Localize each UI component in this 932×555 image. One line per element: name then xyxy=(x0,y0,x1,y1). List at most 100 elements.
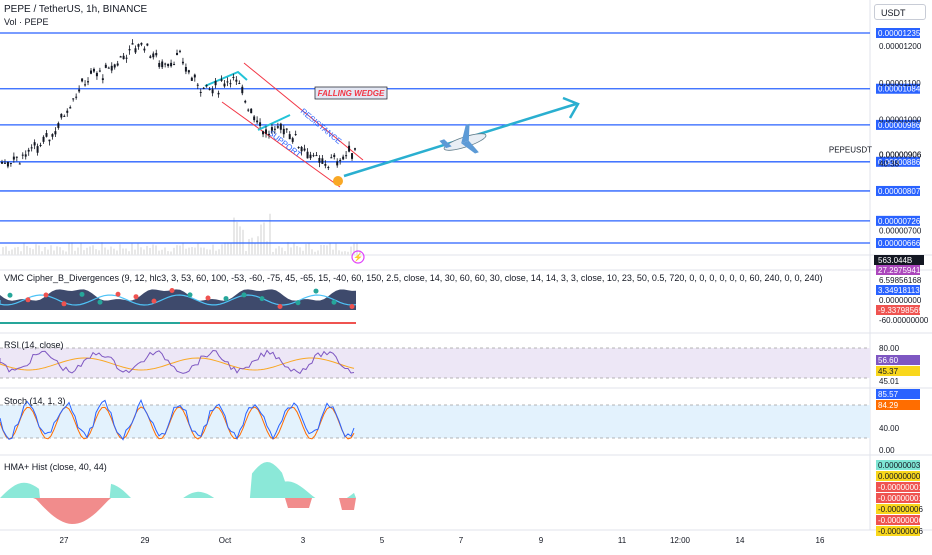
arrow-head xyxy=(562,96,580,119)
candle-body xyxy=(122,55,125,60)
vmc-dot xyxy=(43,292,49,298)
volume-bar xyxy=(143,249,145,255)
volume-bar xyxy=(29,247,31,255)
volume-bar xyxy=(197,243,199,255)
level-label: 0.00000726 xyxy=(878,217,921,226)
vmc-dot xyxy=(61,301,67,307)
candle-body xyxy=(45,133,48,137)
projection-arrow xyxy=(343,96,580,178)
x-tick-label: 14 xyxy=(736,536,745,545)
candle-body xyxy=(63,115,66,117)
candle-body xyxy=(309,154,312,159)
x-tick-label: 9 xyxy=(539,536,544,545)
level-label: 0.00000807 xyxy=(878,187,921,196)
currency-button[interactable]: USDT xyxy=(874,4,926,20)
candle-body xyxy=(351,153,354,159)
candle-body xyxy=(250,108,253,114)
level-label: 0.00000666 xyxy=(878,239,921,248)
price-candles[interactable] xyxy=(1,39,356,171)
level-label-bg xyxy=(876,238,920,248)
candle-body xyxy=(181,61,184,64)
vmc-dot xyxy=(151,298,157,304)
volume-bar xyxy=(269,213,271,255)
volume-bar xyxy=(8,250,10,255)
candle-body xyxy=(98,70,101,72)
volume-bar xyxy=(44,247,46,255)
vmc-value: 6.59856168 xyxy=(879,276,922,285)
volume-value-bg xyxy=(874,255,924,265)
candle-body xyxy=(155,53,158,56)
level-label-bg xyxy=(876,215,920,226)
candle-body xyxy=(291,138,294,142)
axis-label: 0.00001100 xyxy=(879,79,921,88)
volume-bar xyxy=(221,244,223,255)
candle-body xyxy=(315,155,318,157)
axis-label: 0.00000906 xyxy=(879,150,922,159)
x-tick-label: 5 xyxy=(380,536,385,545)
vmc-value: 3.34918113 xyxy=(878,286,920,295)
candle-body xyxy=(303,148,306,151)
vmc-pane xyxy=(0,287,357,324)
stoch-k-value: 85.57 xyxy=(878,390,899,399)
volume-bar xyxy=(17,246,19,255)
volume-bar xyxy=(74,250,76,255)
volume-bar xyxy=(335,243,337,255)
volume-bar xyxy=(344,251,346,255)
candle-body xyxy=(199,91,202,93)
symbol-title: PEPE / TetherUS, 1h, BINANCE xyxy=(4,4,148,15)
candle-body xyxy=(220,79,223,81)
lightning-icon[interactable] xyxy=(351,250,365,264)
volume-bar xyxy=(113,248,115,255)
volume-bar xyxy=(65,251,67,255)
candle-body xyxy=(288,134,291,140)
volume-bar xyxy=(290,247,292,255)
stoch-d-line xyxy=(0,406,355,440)
candle-body xyxy=(348,145,351,152)
candle-body xyxy=(324,163,327,166)
hma-value-bg xyxy=(876,515,920,525)
candle-body xyxy=(131,43,134,45)
candle-body xyxy=(265,129,268,134)
vmc-dot xyxy=(115,291,121,297)
candle-body xyxy=(282,128,285,135)
candle-body xyxy=(318,157,321,163)
vmc-title: VMC Cipher_B_Divergences (9, 12, hlc3, 3… xyxy=(4,273,823,283)
volume-bar xyxy=(266,241,268,255)
volume-bar xyxy=(164,247,166,255)
resistance-line[interactable] xyxy=(243,62,364,161)
volume-bar xyxy=(146,245,148,255)
volume-bar xyxy=(23,243,25,255)
vmc-value-bg xyxy=(876,265,920,275)
volume-bar xyxy=(161,249,163,255)
volume-bar xyxy=(209,249,211,255)
volume-bar xyxy=(158,250,160,255)
candle-body xyxy=(270,127,273,131)
support-line[interactable] xyxy=(221,101,341,188)
time-axis[interactable]: 27 29 Oct 3 5 7 9 11 12:00 14 16 xyxy=(60,536,825,545)
vmc-wave xyxy=(0,289,356,310)
stoch-pane xyxy=(0,398,870,441)
candle-body xyxy=(18,163,21,165)
candle-body xyxy=(89,70,92,74)
horizontal-levels xyxy=(0,32,870,244)
vmc-value: -9.33798569 xyxy=(878,306,923,315)
candle-body xyxy=(30,147,33,149)
rsi-ma-value-bg xyxy=(876,366,920,376)
rsi-value: 56.60 xyxy=(878,356,899,365)
x-tick-label: 27 xyxy=(60,536,69,545)
price-axis[interactable]: 0.00001235 0.00001084 0.00000986 0.00000886… xyxy=(829,28,929,536)
volume-bar xyxy=(200,247,202,255)
volume-bar xyxy=(305,244,307,255)
stoch-axis-label: 0.00 xyxy=(879,446,895,455)
stoch-band xyxy=(0,405,870,438)
volume-bar xyxy=(170,251,172,255)
candle-body xyxy=(158,63,161,67)
candle-body xyxy=(241,86,244,94)
candle-body xyxy=(9,162,12,164)
candle-body xyxy=(330,157,333,159)
candle-body xyxy=(253,116,256,121)
candle-body xyxy=(60,113,63,118)
volume-bar xyxy=(245,251,247,255)
